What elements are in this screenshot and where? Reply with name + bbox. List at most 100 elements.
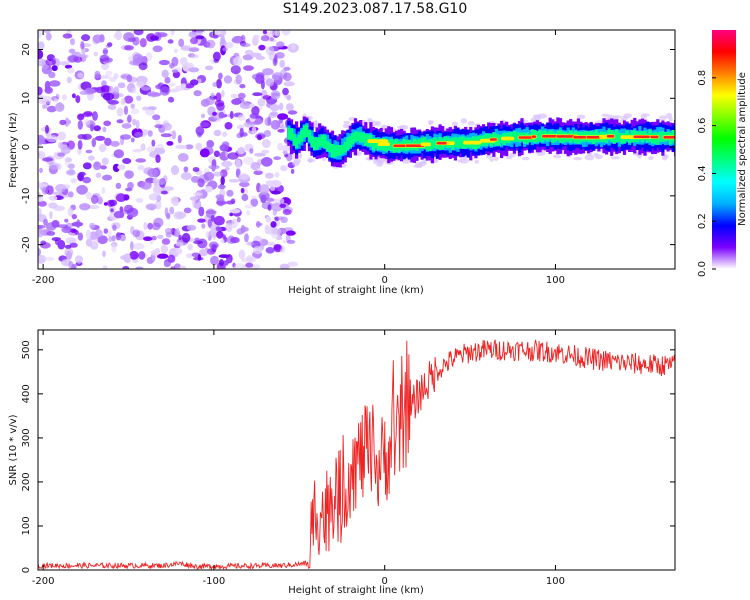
noise-blob — [225, 258, 232, 264]
noise-blob — [145, 109, 155, 116]
noise-blob — [122, 158, 132, 164]
noise-blob — [119, 134, 132, 140]
noise-blob — [97, 235, 108, 245]
noise-blob — [229, 110, 234, 120]
snr-x-label: Height of straight line (km) — [288, 585, 424, 596]
band-halo-blob — [297, 153, 303, 159]
noise-blob — [98, 144, 107, 153]
noise-blob — [265, 216, 272, 223]
band-peak — [606, 134, 615, 139]
noise-blob — [273, 244, 282, 251]
noise-blob — [38, 30, 43, 39]
noise-blob — [229, 212, 234, 217]
noise-blob — [225, 222, 233, 233]
noise-blob — [116, 107, 124, 117]
noise-blob — [218, 259, 224, 267]
noise-blob — [147, 168, 159, 178]
noise-blob — [75, 95, 81, 104]
noise-blob — [101, 62, 110, 71]
band-halo-blob — [493, 156, 499, 161]
noise-blob — [115, 182, 122, 189]
noise-blob — [57, 152, 66, 157]
band-halo-blob — [533, 114, 541, 118]
noise-blob — [155, 120, 161, 125]
noise-blob — [107, 104, 117, 110]
noise-blob — [102, 92, 115, 101]
noise-blob — [239, 127, 244, 138]
noise-blob — [39, 242, 51, 249]
band-halo-blob — [313, 122, 318, 127]
noise-blob — [212, 51, 221, 62]
band-halo-blob — [610, 156, 621, 160]
band-halo-blob — [306, 158, 316, 163]
noise-blob — [274, 171, 280, 178]
band-peak — [420, 142, 431, 147]
band-peak — [662, 135, 675, 140]
noise-blob — [230, 93, 238, 99]
noise-blob — [143, 222, 148, 231]
noise-blob — [281, 126, 287, 130]
noise-blob — [149, 92, 162, 97]
noise-blob — [226, 189, 234, 197]
noise-blob — [265, 247, 275, 254]
band-halo-blob — [342, 123, 348, 129]
noise-blob — [67, 67, 75, 74]
noise-blob — [93, 125, 101, 132]
noise-blob — [223, 75, 233, 84]
noise-blob — [132, 36, 140, 46]
noise-blob — [216, 230, 224, 239]
noise-blob — [277, 128, 285, 133]
noise-blob — [132, 53, 144, 64]
spectrogram-x-ticks: -200 -100 0 100 — [32, 30, 565, 286]
noise-blob — [64, 218, 69, 223]
noise-blob — [121, 123, 132, 129]
noise-blob — [286, 239, 296, 244]
noise-blob — [161, 69, 169, 79]
noise-blob — [93, 51, 99, 57]
noise-blob — [93, 161, 102, 171]
band-segment — [336, 145, 340, 156]
noise-blob — [107, 229, 112, 238]
band-segment — [389, 138, 393, 151]
band-peak — [632, 134, 651, 139]
noise-blob — [244, 233, 249, 243]
noise-blob — [89, 222, 96, 229]
band-halo-blob — [573, 157, 583, 161]
noise-blob — [249, 148, 254, 154]
noise-blob — [169, 63, 175, 69]
noise-blob — [271, 72, 284, 81]
noise-blob — [180, 45, 192, 51]
band-halo-blob — [536, 152, 546, 156]
noise-blob — [132, 118, 137, 126]
noise-blob — [282, 239, 287, 244]
noise-blob — [188, 31, 197, 38]
noise-blob — [140, 86, 152, 91]
noise-blob — [38, 181, 42, 190]
noise-blob — [43, 256, 55, 261]
band-halo-blob — [668, 116, 673, 122]
noise-blob — [203, 171, 215, 181]
noise-blob — [239, 102, 252, 109]
noise-blob — [206, 39, 216, 49]
noise-blob — [124, 170, 134, 179]
noise-blob — [265, 172, 274, 179]
noise-blob — [286, 94, 292, 101]
noise-blob — [250, 52, 262, 58]
noise-blob — [287, 261, 298, 267]
noise-blob — [257, 134, 262, 141]
noise-blob — [263, 202, 268, 208]
noise-blob — [245, 262, 254, 268]
spectrogram-noise — [38, 30, 673, 269]
noise-blob — [92, 111, 98, 121]
noise-blob — [265, 78, 275, 87]
noise-blob — [131, 87, 137, 94]
band-segment — [318, 137, 322, 147]
noise-blob — [51, 237, 62, 242]
noise-blob — [274, 54, 278, 64]
noise-blob — [271, 228, 282, 235]
noise-blob — [42, 104, 48, 109]
noise-blob — [65, 159, 69, 167]
noise-blob — [276, 236, 283, 241]
noise-blob — [64, 244, 72, 249]
band-segment — [497, 134, 501, 147]
